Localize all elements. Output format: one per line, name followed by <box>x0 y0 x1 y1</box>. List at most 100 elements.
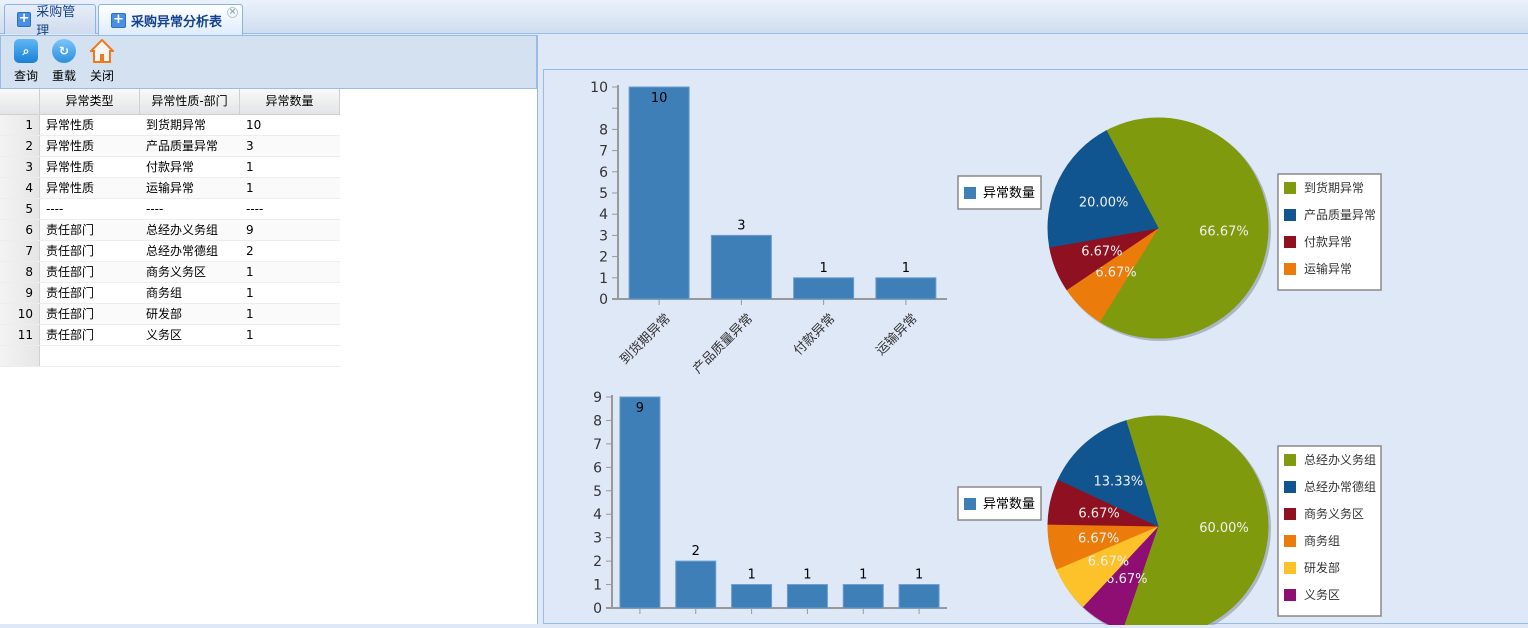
table-cell: 运输异常 <box>146 181 195 195</box>
table-cell: 研发部 <box>146 307 183 321</box>
legend-box <box>1277 445 1382 617</box>
table-row[interactable]: 8 责任部门 商务义务区 1 <box>0 262 340 283</box>
table-cell: 总经办义务组 <box>146 223 219 237</box>
table-row[interactable]: 9 责任部门 商务组 1 <box>0 283 340 304</box>
chart-panel: 0 1 2 3 4 5 6 7 8 10 10 到货期异常 3 产品质量异常 1 付款异常 1 运输异常 异常数量 6… <box>543 69 1528 628</box>
row-number: 2 <box>0 136 40 156</box>
close-tab-icon[interactable]: × <box>227 7 238 18</box>
table-cell: 责任部门 <box>46 244 95 258</box>
legend: 异常数量 <box>957 175 1042 210</box>
y-tick-label: 7 <box>599 144 608 160</box>
table-cell: 总经办常德组 <box>146 244 219 258</box>
pie-percent-label: 20.00% <box>1079 195 1129 210</box>
table-cell: 9 <box>246 223 254 237</box>
y-tick-label: 8 <box>593 413 602 429</box>
table-cell: 1 <box>246 307 254 321</box>
x-tick-label: 到货期异常 <box>617 311 674 368</box>
table-row[interactable]: 3 异常性质 付款异常 1 <box>0 157 340 178</box>
table-cell: ---- <box>46 202 64 216</box>
legend-swatch <box>964 498 976 510</box>
table-cell: 1 <box>246 160 254 174</box>
table-row[interactable]: 5 ---- ---- ---- <box>0 199 340 220</box>
table-row[interactable]: 10 责任部门 研发部 1 <box>0 304 340 325</box>
bar <box>628 86 690 300</box>
column-header[interactable]: 异常数量 <box>240 89 340 114</box>
table-cell: ---- <box>246 202 264 216</box>
row-number: 3 <box>0 157 40 177</box>
bar <box>675 560 717 609</box>
legend-label: 付款异常 <box>1304 235 1352 249</box>
column-header[interactable]: 异常类型 <box>40 89 140 114</box>
bar-value-label: 1 <box>902 261 910 276</box>
pie-percent-label: 60.00% <box>1199 521 1249 536</box>
pie-slice <box>1099 117 1269 339</box>
bar-value-label: 10 <box>651 91 668 106</box>
close-button[interactable]: 关闭 <box>83 39 121 88</box>
bar-value-label: 1 <box>819 261 827 276</box>
table-row[interactable]: 4 异常性质 运输异常 1 <box>0 178 340 199</box>
legend-swatch <box>1284 182 1296 194</box>
legend-swatch <box>1284 589 1296 601</box>
y-tick-label: 4 <box>599 207 608 223</box>
table-cell: 异常性质 <box>46 160 95 174</box>
table-row[interactable]: 2 异常性质 产品质量异常 3 <box>0 136 340 157</box>
table-cell: 责任部门 <box>46 307 95 321</box>
bar-value-label: 1 <box>803 568 811 583</box>
table-row[interactable]: 7 责任部门 总经办常德组 2 <box>0 241 340 262</box>
query-button[interactable]: ⌕ 查询 <box>7 39 45 88</box>
row-number: 10 <box>0 304 40 324</box>
y-tick-label: 5 <box>593 484 602 500</box>
pie-percent-label: 13.33% <box>1094 474 1144 489</box>
bar <box>842 584 884 609</box>
table-row[interactable]: 11 责任部门 义务区 1 <box>0 325 340 346</box>
legend-label: 商务组 <box>1304 533 1340 548</box>
tab-purchase-management[interactable]: + 采购管理 <box>4 4 96 39</box>
legend-swatch <box>1284 209 1296 221</box>
pie-chart: 66.67% 6.67% 6.67% 20.00% 到货期异常产品质量异常付款异常运输异… <box>1047 117 1382 341</box>
row-number: 9 <box>0 283 40 303</box>
legend-label: 总经办常德组 <box>1304 479 1376 494</box>
row-number: 6 <box>0 220 40 240</box>
y-tick-label: 3 <box>593 531 602 547</box>
table-cell: 义务区 <box>146 328 183 342</box>
grid-panel: ⌕ 查询 ↻ 重载 关闭 异常类型 异常性质-部门 异常数量 1 异常性质 到货期异… <box>0 35 538 624</box>
tab-bar: + 采购管理 + 采购异常分析表 × <box>0 0 1528 39</box>
row-number: 5 <box>0 199 40 219</box>
x-tick-label: 付款异常 <box>791 311 838 358</box>
home-icon <box>90 39 114 63</box>
pie-percent-label: 6.67% <box>1078 506 1119 521</box>
table-cell: 责任部门 <box>46 223 95 237</box>
pie-percent-label: 66.67% <box>1199 224 1249 239</box>
grid-header: 异常类型 异常性质-部门 异常数量 <box>0 89 340 115</box>
column-header[interactable]: 异常性质-部门 <box>140 89 240 114</box>
charts-canvas: 0123456781010到货期异常3产品质量异常1付款异常1运输异常异常数量6… <box>590 80 1382 628</box>
legend-swatch <box>964 187 976 199</box>
y-tick-label: 1 <box>593 578 602 594</box>
bar <box>710 234 772 300</box>
bar <box>731 584 773 609</box>
tab-purchase-anomaly-analysis[interactable]: + 采购异常分析表 × <box>98 4 243 35</box>
pie-percent-label: 6.67% <box>1106 572 1147 587</box>
legend-swatch <box>1284 481 1296 493</box>
bar-value-label: 1 <box>915 568 923 583</box>
legend-label: 义务区 <box>1304 587 1340 602</box>
legend-label: 总经办义务组 <box>1304 452 1376 467</box>
table-row[interactable]: 1 异常性质 到货期异常 10 <box>0 115 340 136</box>
y-tick-label: 7 <box>593 437 602 453</box>
legend-label: 到货期异常 <box>1304 180 1364 195</box>
table-row[interactable]: 6 责任部门 总经办义务组 9 <box>0 220 340 241</box>
x-tick-label: 运输异常 <box>873 311 921 359</box>
pie-slice <box>1047 130 1159 248</box>
row-number: 4 <box>0 178 40 198</box>
table-cell: 3 <box>246 139 254 153</box>
table-cell: 1 <box>246 181 254 195</box>
legend-swatch <box>1284 508 1296 520</box>
table-cell: 10 <box>246 118 262 132</box>
reload-button[interactable]: ↻ 重载 <box>45 39 83 88</box>
table-cell: ---- <box>146 202 164 216</box>
table-cell: 2 <box>246 244 254 258</box>
legend: 异常数量 <box>957 486 1042 521</box>
bar-chart: 0 1 2 3 4 5 6 7 8 10 10 到货期异常 3 产品质量异常 1 付款异常 1 运输异常 异常数量 <box>590 80 1042 377</box>
table-cell: 商务组 <box>146 286 183 300</box>
